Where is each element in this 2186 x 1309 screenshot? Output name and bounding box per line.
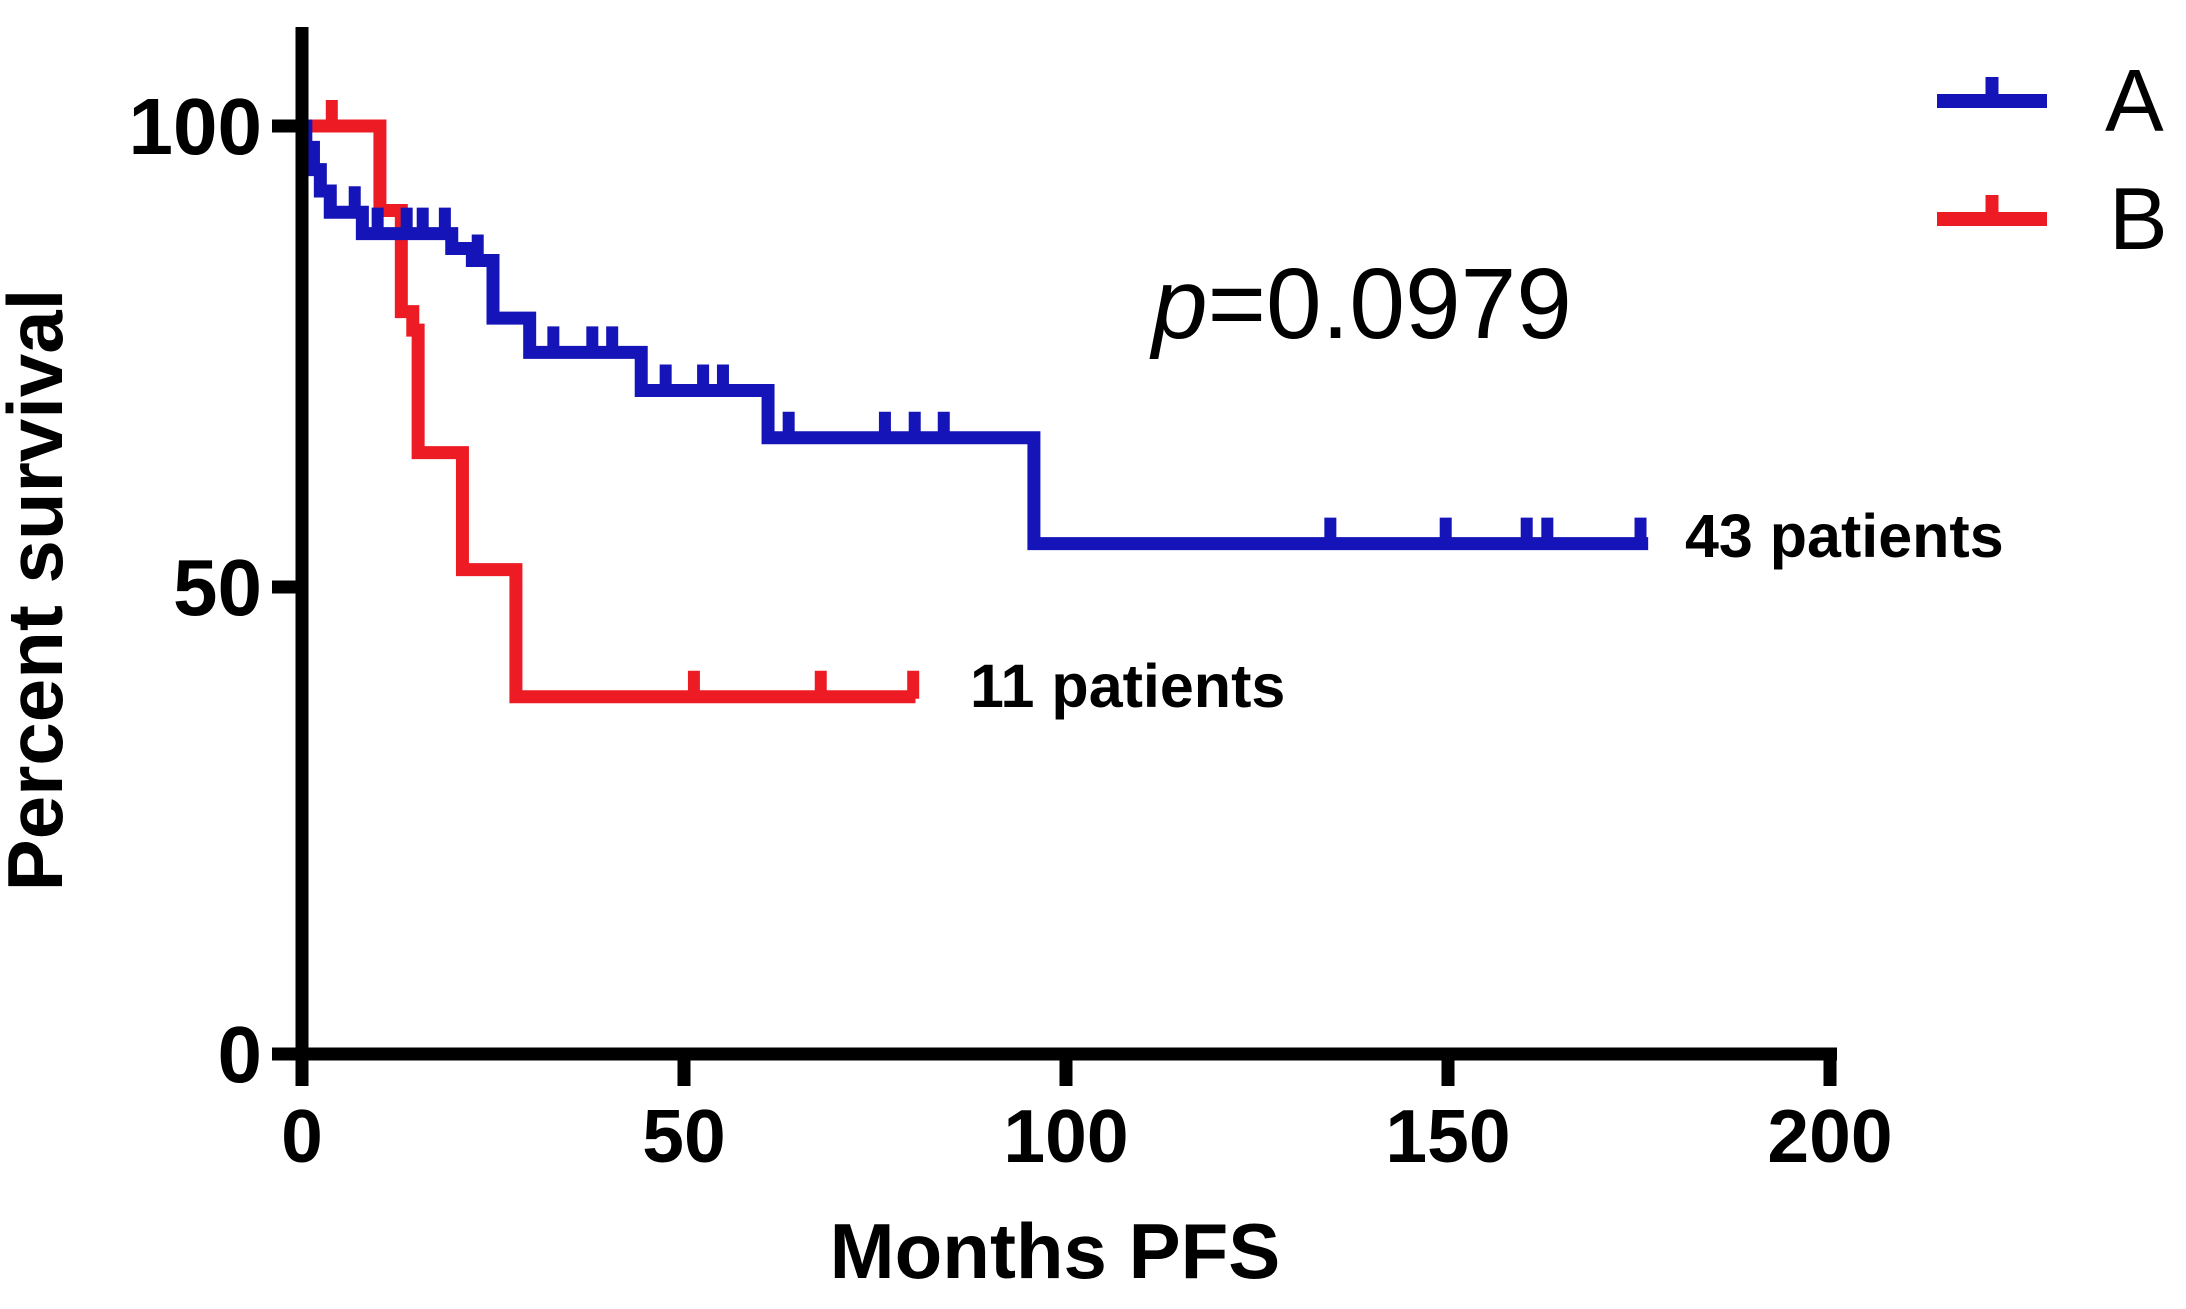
survival-curve-A: [299, 119, 1649, 551]
legend: A B: [1937, 51, 2168, 268]
x-tick-label-100: 100: [1003, 1094, 1128, 1178]
y-tick-label-0: 0: [218, 1010, 263, 1099]
survival-curves-group: [299, 100, 1649, 704]
p-value-number: =0.0979: [1208, 248, 1572, 360]
x-tick-label-200: 200: [1767, 1094, 1892, 1178]
y-axis-title: Percent survival: [0, 289, 79, 892]
survival-curve-B: [302, 119, 916, 704]
x-tick-label-50: 50: [642, 1094, 725, 1178]
group-a-count-label: 43 patients: [1685, 502, 2004, 570]
p-value-symbol: p: [1149, 248, 1208, 360]
x-axis-title: Months PFS: [830, 1207, 1281, 1295]
legend-label-a: A: [2105, 51, 2164, 150]
p-value-annotation: p=0.0979: [1149, 248, 1572, 360]
y-tick-label-50: 50: [173, 543, 262, 632]
legend-label-b: B: [2109, 169, 2168, 268]
x-tick-label-0: 0: [281, 1094, 323, 1178]
legend-entry-a: A: [1937, 51, 2164, 150]
group-b-count-label: 11 patients: [970, 652, 1285, 720]
y-tick-label-100: 100: [129, 82, 262, 171]
legend-entry-b: B: [1937, 169, 2168, 268]
x-tick-label-150: 150: [1385, 1094, 1510, 1178]
